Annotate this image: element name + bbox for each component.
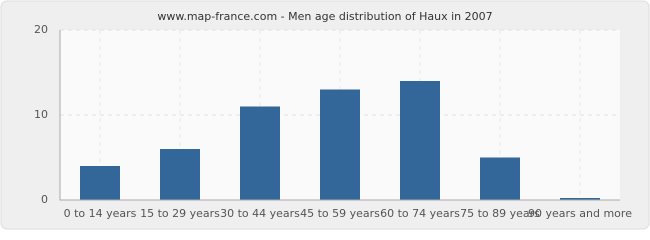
bar	[480, 157, 520, 200]
y-tick-label: 10	[34, 108, 48, 121]
x-tick-label: 75 to 89 years	[460, 207, 540, 220]
bar	[80, 166, 120, 200]
x-tick-label: 60 to 74 years	[380, 207, 460, 220]
y-tick-label: 20	[34, 23, 48, 36]
x-tick-label: 45 to 59 years	[300, 207, 380, 220]
bar	[560, 198, 600, 200]
bar	[400, 81, 440, 200]
bar	[320, 89, 360, 200]
bar	[160, 149, 200, 200]
y-tick-label: 0	[41, 193, 48, 206]
x-tick-label: 15 to 29 years	[140, 207, 220, 220]
chart-title: www.map-france.com - Men age distributio…	[157, 10, 492, 23]
bar	[240, 106, 280, 200]
x-tick-label: 30 to 44 years	[220, 207, 300, 220]
chart: www.map-france.com - Men age distributio…	[0, 0, 650, 230]
axis	[59, 30, 620, 201]
x-tick-label: 0 to 14 years	[64, 207, 137, 220]
x-tick-label: 90 years and more	[528, 207, 632, 220]
